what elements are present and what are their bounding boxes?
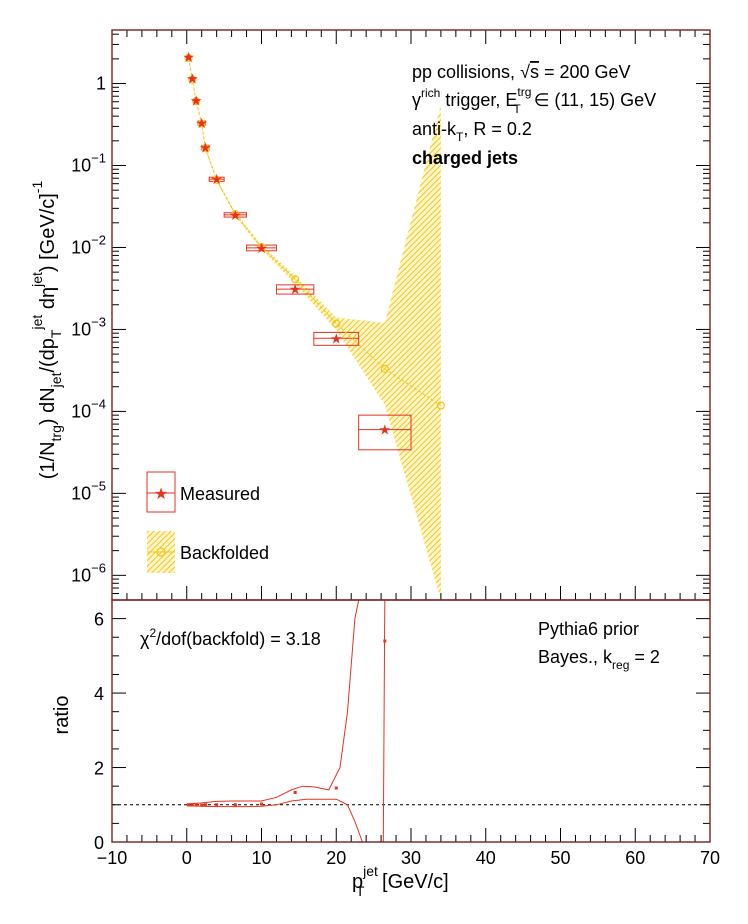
measured-sys-box-9 (313, 331, 360, 346)
ratio-point (187, 803, 191, 807)
measured-sys-box-10 (358, 414, 412, 451)
annotation-block: pp collisions, √s = 200 GeV γrich trigge… (412, 62, 656, 168)
backfolded-point (231, 210, 240, 219)
backfolded-uncertainty-band (188, 56, 441, 601)
ratio-point (203, 803, 207, 807)
bottom-y-tick-label: 0 (94, 833, 104, 853)
top-y-tick-label: 1 (96, 74, 106, 94)
prior-annotation: Pythia6 prior (538, 619, 639, 639)
measured-point: ★ (186, 71, 199, 87)
top-y-tick-label: 10−4 (71, 396, 106, 421)
measured-point: ★ (195, 115, 208, 131)
backfolded-point (291, 275, 300, 284)
bottom-y-tick-label: 2 (94, 759, 104, 779)
ratio-point (334, 786, 338, 790)
ratio-point (200, 803, 204, 807)
backfolded-band (188, 56, 441, 601)
top-panel: ★ ★ ★ ★ ★ ★ ★ ★ ★ ★ ★ 1 10−1 10−2 10−3 10−4 10−5 10−6 (1… (29, 29, 711, 601)
top-ticks: 1 10−1 10−2 10−3 10−4 10−5 10−6 (71, 30, 711, 601)
ratio-point (194, 803, 198, 807)
ratio-point (293, 790, 297, 794)
annotation-algorithm: anti-kT, R = 0.2 (412, 119, 532, 144)
ratio-point (215, 803, 219, 807)
bottom-x-tick-label: 40 (476, 848, 496, 868)
bottom-x-axis-title: pjet T [GeV/c] (352, 863, 449, 899)
backfolded-point (212, 175, 221, 184)
measured-point: ★ (255, 240, 268, 256)
ratio-points (187, 639, 387, 807)
legend-measured-box (146, 471, 176, 513)
ratio-point (233, 803, 237, 807)
backfolded-point (380, 364, 389, 373)
bottom-x-tick-label: 60 (625, 848, 645, 868)
annotation-collisions: pp collisions, √s = 200 GeV (412, 62, 631, 82)
measured-point: ★ (210, 171, 223, 187)
ratio-point (260, 802, 263, 806)
bottom-x-tick-label: 70 (700, 848, 720, 868)
backfolded-point (332, 319, 341, 328)
measured-point: ★ (199, 140, 212, 156)
top-y-tick-label: 10−5 (71, 478, 106, 503)
bottom-x-tick-label: 0 (182, 848, 192, 868)
bottom-x-tick-label: −10 (97, 848, 128, 868)
backfolded-point (188, 75, 197, 84)
top-y-tick-label: 10−3 (71, 314, 106, 339)
legend: ★ Measured Backfolded (146, 471, 269, 573)
legend-backfolded-label: Backfolded (180, 543, 269, 563)
legend-backfolded-marker (156, 547, 166, 557)
bottom-y-tick-label: 6 (94, 610, 104, 630)
legend-item-backfolded: Backfolded (147, 531, 269, 573)
chi2-annotation: χ2/dof(backfold) = 3.18 (140, 626, 321, 649)
bottom-y-tick-label: 4 (94, 684, 104, 704)
bottom-x-tick-label: 20 (326, 848, 346, 868)
measured-point: ★ (190, 93, 203, 109)
backfolded-point (191, 97, 201, 106)
backfolded-point (257, 243, 266, 252)
bottom-y-axis-title: ratio (51, 696, 73, 735)
measured-point: ★ (379, 422, 392, 438)
points-group: ★ ★ ★ ★ ★ ★ ★ ★ ★ ★ ★ (182, 49, 445, 438)
backfolded-point (436, 401, 445, 410)
top-y-tick-label: 10−1 (71, 151, 106, 176)
backfolded-point (201, 144, 210, 153)
annotation-jet-type: charged jets (412, 148, 518, 168)
measured-sys-boxes (186, 54, 412, 451)
legend-measured-label: Measured (180, 484, 260, 504)
bottom-frame (111, 599, 711, 843)
measured-point: ★ (330, 330, 343, 346)
backfolded-point (184, 53, 193, 63)
legend-measured-marker: ★ (154, 486, 168, 503)
bottom-x-tick-label: 10 (251, 848, 271, 868)
bottom-x-tick-label: 30 (401, 848, 421, 868)
bayes-annotation: Bayes., kreg = 2 (538, 647, 660, 672)
backfolded-point (197, 119, 206, 128)
top-y-axis-title: (1/Ntrg) dNjet/(dpTjet dηjet) [GeV/c]-1 (29, 181, 64, 480)
measured-point: ★ (229, 207, 242, 223)
annotation-trigger: γrich trigger, Etrg T ∈ (11, 15) GeV (412, 85, 656, 116)
bottom-x-tick-label: 50 (550, 848, 570, 868)
ratio-band-upper (186, 599, 360, 805)
ratio-point (190, 803, 194, 807)
top-y-tick-label: 10−2 (71, 232, 106, 257)
measured-point: ★ (289, 281, 302, 297)
top-y-tick-label: 10−6 (71, 560, 106, 585)
legend-item-measured: ★ Measured (146, 471, 260, 513)
ratio-point (383, 639, 387, 643)
measured-point: ★ (182, 49, 195, 65)
